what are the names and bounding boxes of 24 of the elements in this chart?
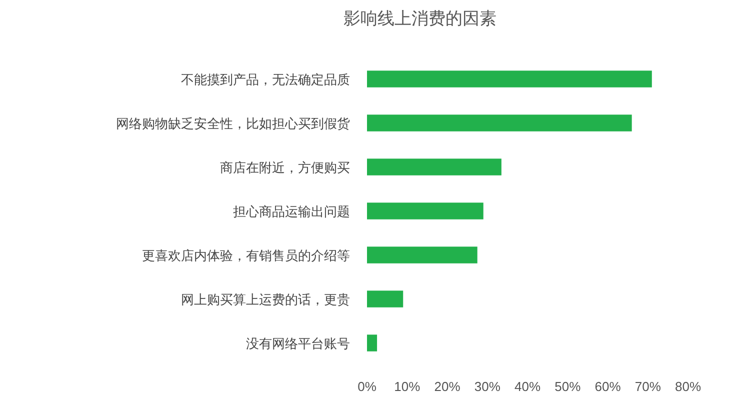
- bar: [367, 202, 484, 220]
- x-tick-label: 70%: [634, 379, 662, 394]
- x-tick-label: 50%: [554, 379, 582, 394]
- bar: [367, 246, 478, 264]
- x-tick-label: 20%: [434, 379, 461, 394]
- bar: [367, 334, 378, 352]
- x-tick-label: 10%: [394, 379, 421, 394]
- bar: [367, 158, 502, 176]
- x-tick-label: 60%: [594, 379, 622, 394]
- x-tick-label: 80%: [674, 379, 702, 394]
- y-tick-label: 担心商品运输出问题: [233, 204, 350, 219]
- x-tick-label: 30%: [474, 379, 501, 394]
- chart-title: 影响线上消费的因素: [344, 9, 496, 28]
- bar: [367, 290, 404, 308]
- y-tick-label: 网络购物缺乏安全性，比如担心买到假货: [116, 116, 350, 131]
- bar: [367, 114, 632, 132]
- x-tick-label: 40%: [514, 379, 541, 394]
- y-tick-label: 没有网络平台账号: [246, 336, 350, 351]
- y-tick-label: 网上购买算上运费的话，更贵: [181, 292, 350, 307]
- y-tick-label: 更喜欢店内体验，有销售员的介绍等: [142, 248, 350, 263]
- y-tick-label: 商店在附近，方便购买: [220, 160, 350, 175]
- x-tick-label: 0%: [358, 379, 377, 394]
- bar: [367, 70, 652, 88]
- y-tick-label: 不能摸到产品，无法确定品质: [181, 72, 350, 87]
